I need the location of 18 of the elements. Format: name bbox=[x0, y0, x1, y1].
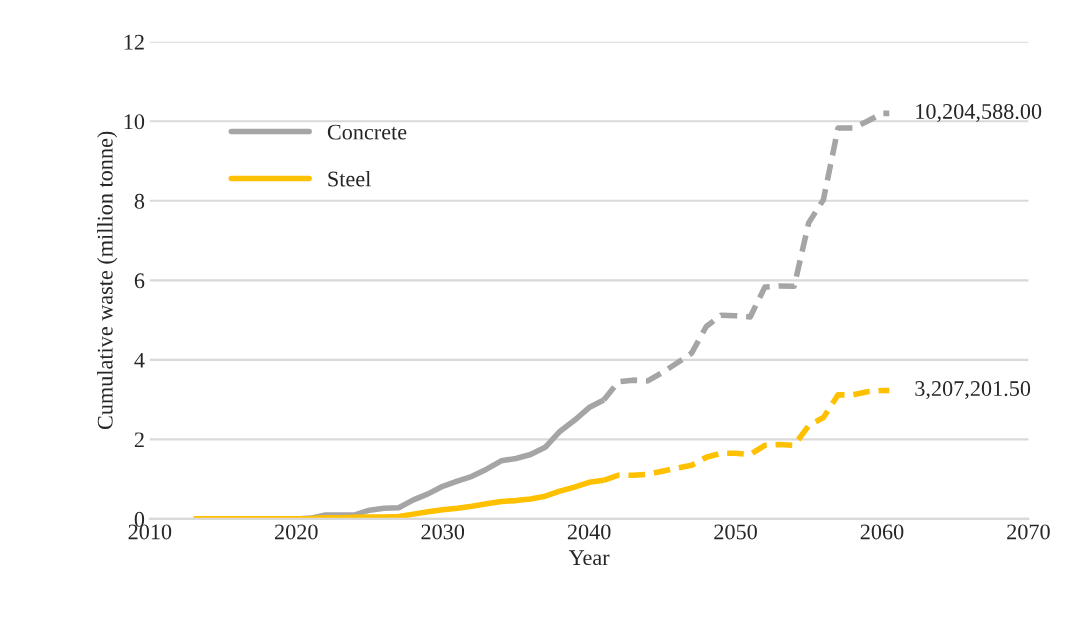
y-axis-title: Cumulative waste (million tonne) bbox=[97, 131, 118, 430]
y-tick-label: 12 bbox=[124, 34, 144, 50]
x-tick-label: 2030 bbox=[421, 524, 465, 540]
x-axis-title: Year bbox=[568, 550, 610, 566]
y-tick-label: 10 bbox=[124, 114, 145, 130]
y-tick-label: 6 bbox=[134, 273, 145, 289]
x-tick-label: 2060 bbox=[860, 524, 904, 540]
annotation: 10,204,588.00 bbox=[916, 103, 1042, 123]
y-tick-label: 2 bbox=[134, 432, 144, 448]
y-tick-label: 4 bbox=[134, 352, 145, 368]
x-tick-label: 2040 bbox=[567, 524, 611, 540]
legend-label: Steel bbox=[328, 170, 371, 187]
x-tick-label: 2050 bbox=[714, 524, 757, 540]
x-tick-label: 2070 bbox=[1007, 524, 1050, 540]
legend-label: Concrete bbox=[327, 124, 407, 140]
y-tick-label: 8 bbox=[134, 193, 145, 209]
x-tick-label: 2020 bbox=[275, 524, 318, 540]
annotation: 3,207,201.50 bbox=[915, 381, 1031, 400]
